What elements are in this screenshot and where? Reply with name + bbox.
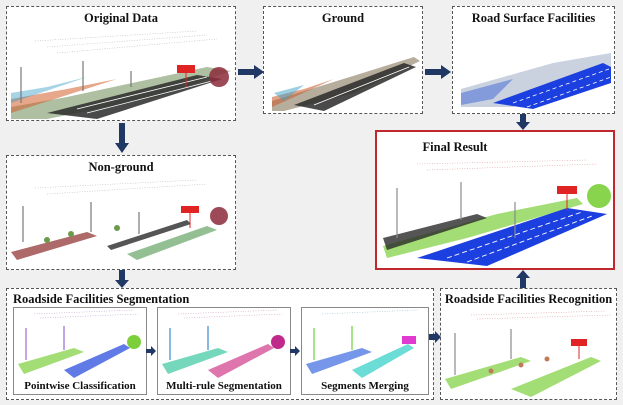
panel-title-ground: Ground <box>321 11 365 25</box>
panel-roadside-segmentation: Roadside Facilities Segmentation Pointwi… <box>6 288 434 400</box>
panel-title-roadside-segmentation: Roadside Facilities Segmentation <box>13 292 190 306</box>
panel-title-non-ground: Non-ground <box>88 160 154 174</box>
arrow-segmentation-to-recognition <box>429 331 441 343</box>
subpanel-multi-rule-segmentation: Multi-rule Segmentation <box>157 307 291 395</box>
panel-title-roadside-recognition: Roadside Facilities Recognition <box>444 292 613 306</box>
arrow-original-to-non-ground <box>115 123 129 153</box>
panel-original-data: Original Data <box>6 6 236 121</box>
subpanel-pointwise-classification: Pointwise Classification <box>13 307 147 395</box>
panel-road-surface: Road Surface Facilities <box>452 6 615 114</box>
panel-ground: Ground <box>263 6 423 114</box>
segments-merging-point-cloud <box>306 309 419 378</box>
arrow-original-to-ground <box>238 65 264 79</box>
panel-title-road-surface: Road Surface Facilities <box>471 11 596 25</box>
arrow-multi-rule-to-merging <box>290 346 300 356</box>
subpanel-title-segments-merging: Segments Merging <box>321 380 409 392</box>
subpanel-title-pointwise: Pointwise Classification <box>24 380 136 392</box>
panel-title-final-result: Final Result <box>422 140 488 154</box>
recognition-point-cloud <box>445 310 612 397</box>
pointwise-point-cloud <box>18 309 141 378</box>
subpanel-title-multi-rule: Multi-rule Segmentation <box>166 380 282 392</box>
non-ground-point-cloud <box>11 179 228 260</box>
ground-point-cloud <box>272 57 420 111</box>
arrow-recognition-to-final <box>516 270 530 288</box>
original-point-cloud <box>11 30 231 119</box>
arrow-road-surface-to-final <box>516 114 530 130</box>
panel-roadside-recognition: Roadside Facilities Recognition <box>440 288 617 400</box>
multi-rule-point-cloud <box>162 309 285 378</box>
arrow-non-ground-to-segmentation <box>115 270 129 288</box>
road-surface-point-cloud <box>461 53 612 109</box>
final-result-point-cloud <box>383 159 611 266</box>
panel-non-ground: Non-ground <box>6 155 236 270</box>
subpanel-segments-merging: Segments Merging <box>301 307 429 395</box>
panel-title-original-data: Original Data <box>84 11 158 25</box>
arrow-ground-to-road-surface <box>425 65 451 79</box>
panel-final-result: Final Result <box>375 130 615 270</box>
arrow-pointwise-to-multi-rule <box>146 346 156 356</box>
